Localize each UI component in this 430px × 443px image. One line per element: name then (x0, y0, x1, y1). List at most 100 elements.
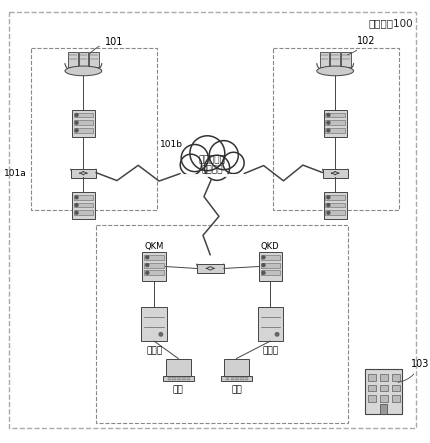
Text: 101: 101 (90, 37, 123, 53)
Bar (226, 379, 229, 380)
Circle shape (262, 272, 265, 274)
Bar (240, 379, 244, 380)
Bar (96, 225, 348, 424)
Bar (230, 377, 234, 378)
Circle shape (181, 144, 208, 171)
Bar (323, 110, 347, 137)
Bar (187, 379, 190, 380)
Bar (197, 264, 224, 273)
Circle shape (75, 129, 78, 132)
Circle shape (204, 155, 230, 180)
Circle shape (327, 211, 330, 214)
Bar (380, 395, 388, 402)
Bar (322, 169, 348, 178)
Bar (368, 374, 377, 381)
Bar (392, 395, 400, 402)
Bar (245, 377, 249, 378)
Bar (261, 270, 280, 275)
Bar (326, 202, 345, 207)
Bar (68, 51, 77, 67)
Circle shape (327, 204, 330, 206)
Bar (259, 252, 282, 281)
Circle shape (75, 113, 78, 117)
Bar (74, 202, 93, 207)
Bar (380, 374, 388, 381)
Bar (368, 385, 377, 392)
Bar (326, 195, 345, 200)
Bar (74, 128, 93, 133)
Bar (142, 252, 166, 281)
Circle shape (262, 264, 265, 267)
Bar (258, 307, 283, 341)
Text: 101a: 101a (3, 169, 26, 178)
Circle shape (190, 136, 225, 171)
Bar (71, 169, 96, 178)
Text: 101b: 101b (160, 140, 183, 149)
Bar (182, 377, 186, 378)
Text: 103: 103 (398, 359, 429, 382)
Circle shape (275, 333, 279, 336)
Bar (74, 210, 93, 215)
Bar (323, 192, 347, 219)
Bar (144, 263, 164, 268)
Bar (380, 404, 387, 414)
Bar (330, 51, 340, 67)
Bar (224, 358, 249, 376)
Bar (168, 377, 171, 378)
Text: 服务器: 服务器 (262, 346, 278, 355)
Circle shape (327, 196, 330, 199)
Bar (141, 307, 167, 341)
Bar (245, 379, 249, 380)
Bar (31, 48, 157, 210)
Bar (230, 379, 234, 380)
Text: 加密通道: 加密通道 (201, 165, 223, 174)
Bar (368, 395, 377, 402)
Bar (392, 374, 400, 381)
Bar (240, 377, 244, 378)
Bar (326, 128, 345, 133)
Circle shape (75, 196, 78, 199)
Bar (226, 377, 229, 378)
Bar (187, 377, 190, 378)
Text: QKD: QKD (261, 242, 280, 251)
Circle shape (223, 152, 244, 174)
Circle shape (262, 256, 265, 259)
Bar (79, 51, 88, 67)
Bar (163, 376, 194, 381)
Bar (181, 155, 243, 175)
Bar (72, 192, 95, 219)
Bar (341, 51, 351, 67)
Ellipse shape (317, 66, 353, 76)
Bar (236, 379, 239, 380)
Bar (380, 385, 388, 392)
Bar (236, 377, 239, 378)
Text: 102: 102 (347, 36, 375, 54)
Bar (177, 379, 181, 380)
Bar (365, 369, 402, 414)
Text: 终端: 终端 (173, 386, 184, 395)
Text: 通信系统100: 通信系统100 (368, 19, 413, 29)
Circle shape (327, 121, 330, 124)
Circle shape (209, 140, 238, 170)
Bar (74, 113, 93, 117)
Circle shape (159, 333, 163, 336)
Bar (261, 255, 280, 260)
Bar (144, 270, 164, 275)
Bar (172, 379, 176, 380)
Bar (326, 120, 345, 125)
Circle shape (75, 204, 78, 206)
Circle shape (180, 154, 202, 175)
Bar (74, 195, 93, 200)
Bar (221, 376, 252, 381)
Bar (74, 120, 93, 125)
Bar (177, 377, 181, 378)
Bar (319, 51, 329, 67)
Bar (326, 210, 345, 215)
Bar (392, 385, 400, 392)
Text: QKM: QKM (144, 242, 164, 251)
Text: 抗量子攻击: 抗量子攻击 (199, 155, 226, 164)
Bar (273, 48, 399, 210)
Text: 服务器: 服务器 (146, 346, 162, 355)
Bar (261, 263, 280, 268)
Circle shape (146, 264, 149, 267)
